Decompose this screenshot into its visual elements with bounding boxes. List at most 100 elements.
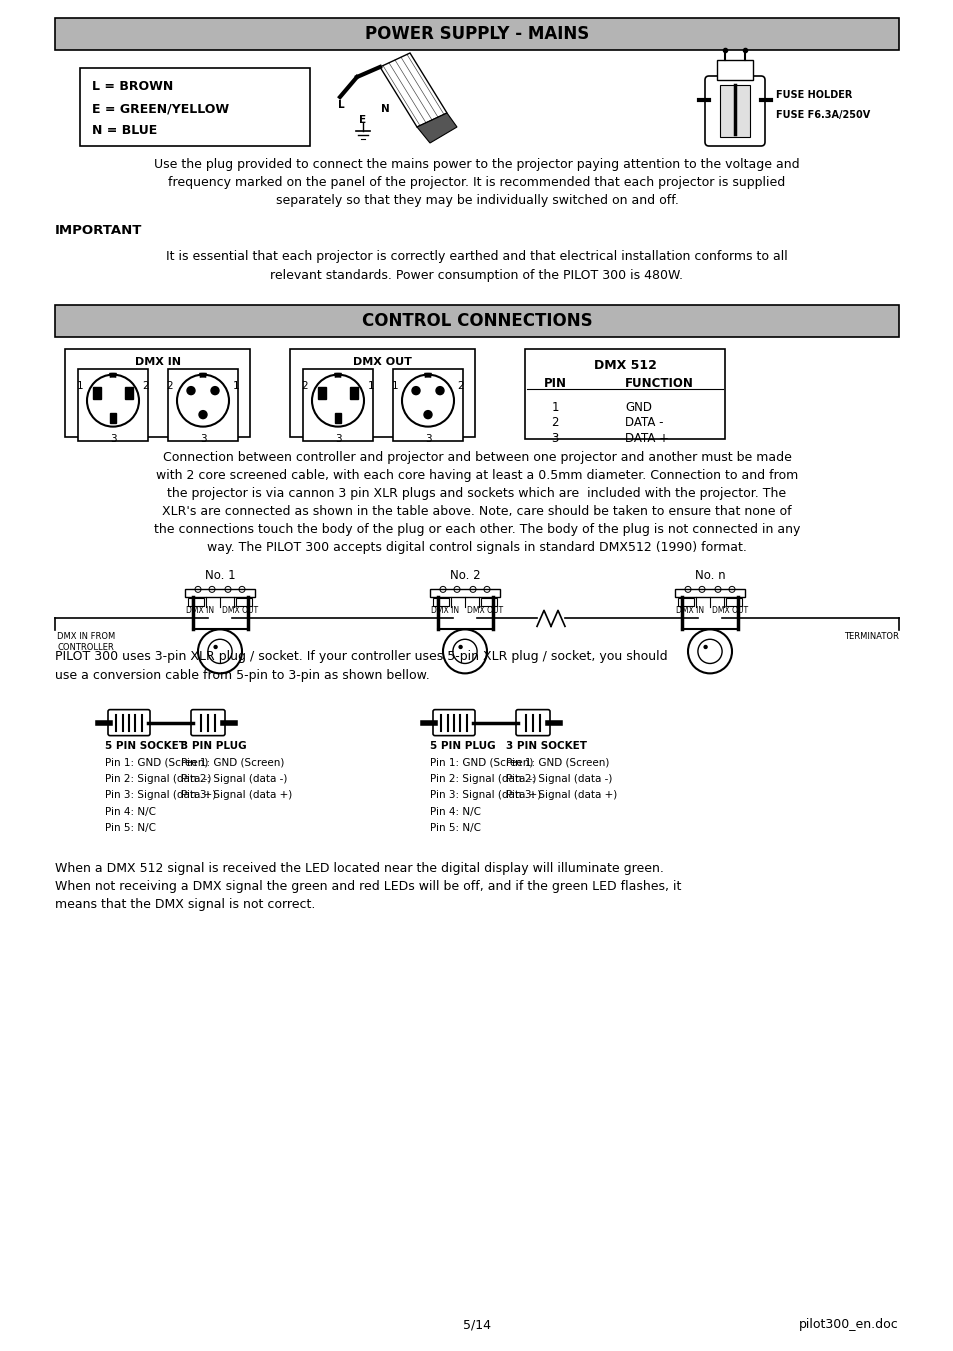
Text: When a DMX 512 signal is received the LED located near the digital display will : When a DMX 512 signal is received the LE…	[55, 862, 663, 874]
Text: means that the DMX signal is not correct.: means that the DMX signal is not correct…	[55, 898, 315, 911]
Circle shape	[213, 644, 217, 650]
Text: Connection between controller and projector and between one projector and anothe: Connection between controller and projec…	[162, 451, 791, 463]
FancyBboxPatch shape	[191, 709, 225, 736]
Circle shape	[412, 386, 419, 394]
Text: It is essential that each projector is correctly earthed and that electrical ins: It is essential that each projector is c…	[166, 250, 787, 263]
Text: No. 1: No. 1	[205, 569, 235, 582]
FancyBboxPatch shape	[393, 369, 462, 440]
FancyBboxPatch shape	[524, 349, 724, 439]
Text: Pin 1: GND (Screen): Pin 1: GND (Screen)	[105, 757, 208, 767]
Text: XLR's are connected as shown in the table above. Note, care should be taken to e: XLR's are connected as shown in the tabl…	[162, 505, 791, 517]
Wedge shape	[199, 373, 207, 378]
Text: DMX IN: DMX IN	[186, 607, 213, 615]
Text: DMX OUT: DMX OUT	[466, 607, 502, 615]
Text: Pin 5: N/C: Pin 5: N/C	[105, 823, 156, 834]
Text: 1: 1	[392, 381, 398, 390]
Text: the connections touch the body of the plug or each other. The body of the plug i: the connections touch the body of the pl…	[153, 523, 800, 536]
Wedge shape	[109, 373, 117, 378]
FancyBboxPatch shape	[290, 349, 475, 436]
Text: TERMINATOR: TERMINATOR	[843, 632, 898, 642]
Polygon shape	[416, 113, 456, 143]
Text: 2: 2	[551, 416, 558, 430]
Text: No. 2: No. 2	[449, 569, 479, 582]
Text: 2: 2	[143, 381, 150, 390]
Text: pilot300_en.doc: pilot300_en.doc	[799, 1319, 898, 1331]
Text: 3: 3	[551, 431, 558, 444]
FancyBboxPatch shape	[168, 369, 237, 440]
Bar	[185, 589, 254, 597]
Text: CONTROL CONNECTIONS: CONTROL CONNECTIONS	[361, 312, 592, 330]
Text: POWER SUPPLY - MAINS: POWER SUPPLY - MAINS	[364, 26, 589, 43]
Circle shape	[187, 386, 194, 394]
Text: Pin 3: Signal (data +): Pin 3: Signal (data +)	[430, 790, 540, 800]
Bar	[110, 412, 116, 423]
Text: DMX IN FROM
CONTROLLER: DMX IN FROM CONTROLLER	[57, 632, 115, 651]
Text: Pin 3: Signal (data +): Pin 3: Signal (data +)	[181, 790, 292, 800]
FancyBboxPatch shape	[717, 59, 752, 80]
Text: 3: 3	[199, 434, 206, 443]
Text: separately so that they may be individually switched on and off.: separately so that they may be individua…	[275, 195, 678, 207]
FancyBboxPatch shape	[55, 304, 898, 336]
FancyBboxPatch shape	[704, 76, 764, 146]
Text: DMX OUT: DMX OUT	[222, 607, 258, 615]
FancyBboxPatch shape	[303, 369, 373, 440]
Text: When not receiving a DMX signal the green and red LEDs will be off, and if the g: When not receiving a DMX signal the gree…	[55, 880, 680, 893]
Wedge shape	[334, 373, 341, 378]
FancyBboxPatch shape	[516, 709, 550, 736]
Text: 1: 1	[551, 401, 558, 413]
Text: Pin 5: N/C: Pin 5: N/C	[430, 823, 480, 834]
Text: Pin 4: N/C: Pin 4: N/C	[105, 807, 156, 816]
Text: PIN: PIN	[543, 377, 566, 389]
Text: 5 PIN PLUG: 5 PIN PLUG	[430, 740, 496, 751]
Text: L: L	[338, 100, 345, 109]
Text: Pin 3: Signal (data +): Pin 3: Signal (data +)	[105, 790, 216, 800]
Text: 2: 2	[457, 381, 464, 390]
Text: Pin 2: Signal (data -): Pin 2: Signal (data -)	[105, 774, 212, 784]
Text: E = GREEN/YELLOW: E = GREEN/YELLOW	[91, 101, 229, 115]
Text: FUNCTION: FUNCTION	[624, 377, 693, 389]
Bar	[720, 85, 749, 136]
Bar	[92, 386, 101, 399]
Text: IMPORTANT: IMPORTANT	[55, 224, 142, 238]
Text: DMX OUT: DMX OUT	[711, 607, 747, 615]
Text: DMX 512: DMX 512	[593, 358, 656, 372]
Text: relevant standards. Power consumption of the PILOT 300 is 480W.: relevant standards. Power consumption of…	[271, 269, 682, 281]
Text: 5 PIN SOCKET: 5 PIN SOCKET	[105, 740, 186, 751]
Circle shape	[702, 644, 707, 650]
Bar	[433, 598, 449, 607]
Bar	[235, 598, 252, 607]
Text: 1: 1	[367, 381, 374, 390]
Bar	[350, 386, 357, 399]
Text: the projector is via cannon 3 pin XLR plugs and sockets which are  included with: the projector is via cannon 3 pin XLR pl…	[168, 486, 785, 500]
Text: way. The PILOT 300 accepts digital control signals in standard DMX512 (1990) for: way. The PILOT 300 accepts digital contr…	[207, 542, 746, 554]
FancyBboxPatch shape	[78, 369, 148, 440]
Bar	[430, 589, 499, 597]
Circle shape	[423, 411, 432, 419]
Bar	[335, 412, 340, 423]
FancyBboxPatch shape	[55, 18, 898, 50]
Text: No. n: No. n	[694, 569, 724, 582]
Text: Pin 1: GND (Screen): Pin 1: GND (Screen)	[430, 757, 533, 767]
Bar	[125, 386, 132, 399]
Text: E: E	[359, 115, 366, 126]
Text: Pin 2: Signal (data -): Pin 2: Signal (data -)	[505, 774, 612, 784]
Text: FUSE HOLDER: FUSE HOLDER	[775, 91, 851, 100]
Text: 2: 2	[167, 381, 173, 390]
Text: 1: 1	[233, 381, 239, 390]
Text: 3: 3	[110, 434, 116, 443]
FancyBboxPatch shape	[80, 68, 310, 146]
FancyBboxPatch shape	[108, 709, 150, 736]
Text: GND: GND	[624, 401, 651, 413]
Text: Pin 1: GND (Screen): Pin 1: GND (Screen)	[505, 757, 609, 767]
Bar	[725, 598, 741, 607]
Bar	[317, 386, 326, 399]
Wedge shape	[424, 373, 432, 378]
Text: DMX OUT: DMX OUT	[353, 357, 412, 366]
Text: N: N	[380, 104, 390, 113]
Text: Pin 3: Signal (data +): Pin 3: Signal (data +)	[505, 790, 617, 800]
FancyBboxPatch shape	[433, 709, 475, 736]
Text: with 2 core screened cable, with each core having at least a 0.5mm diameter. Con: with 2 core screened cable, with each co…	[155, 469, 798, 482]
Text: DMX IN: DMX IN	[431, 607, 458, 615]
Text: DMX IN: DMX IN	[134, 357, 180, 366]
Text: N = BLUE: N = BLUE	[91, 124, 157, 136]
